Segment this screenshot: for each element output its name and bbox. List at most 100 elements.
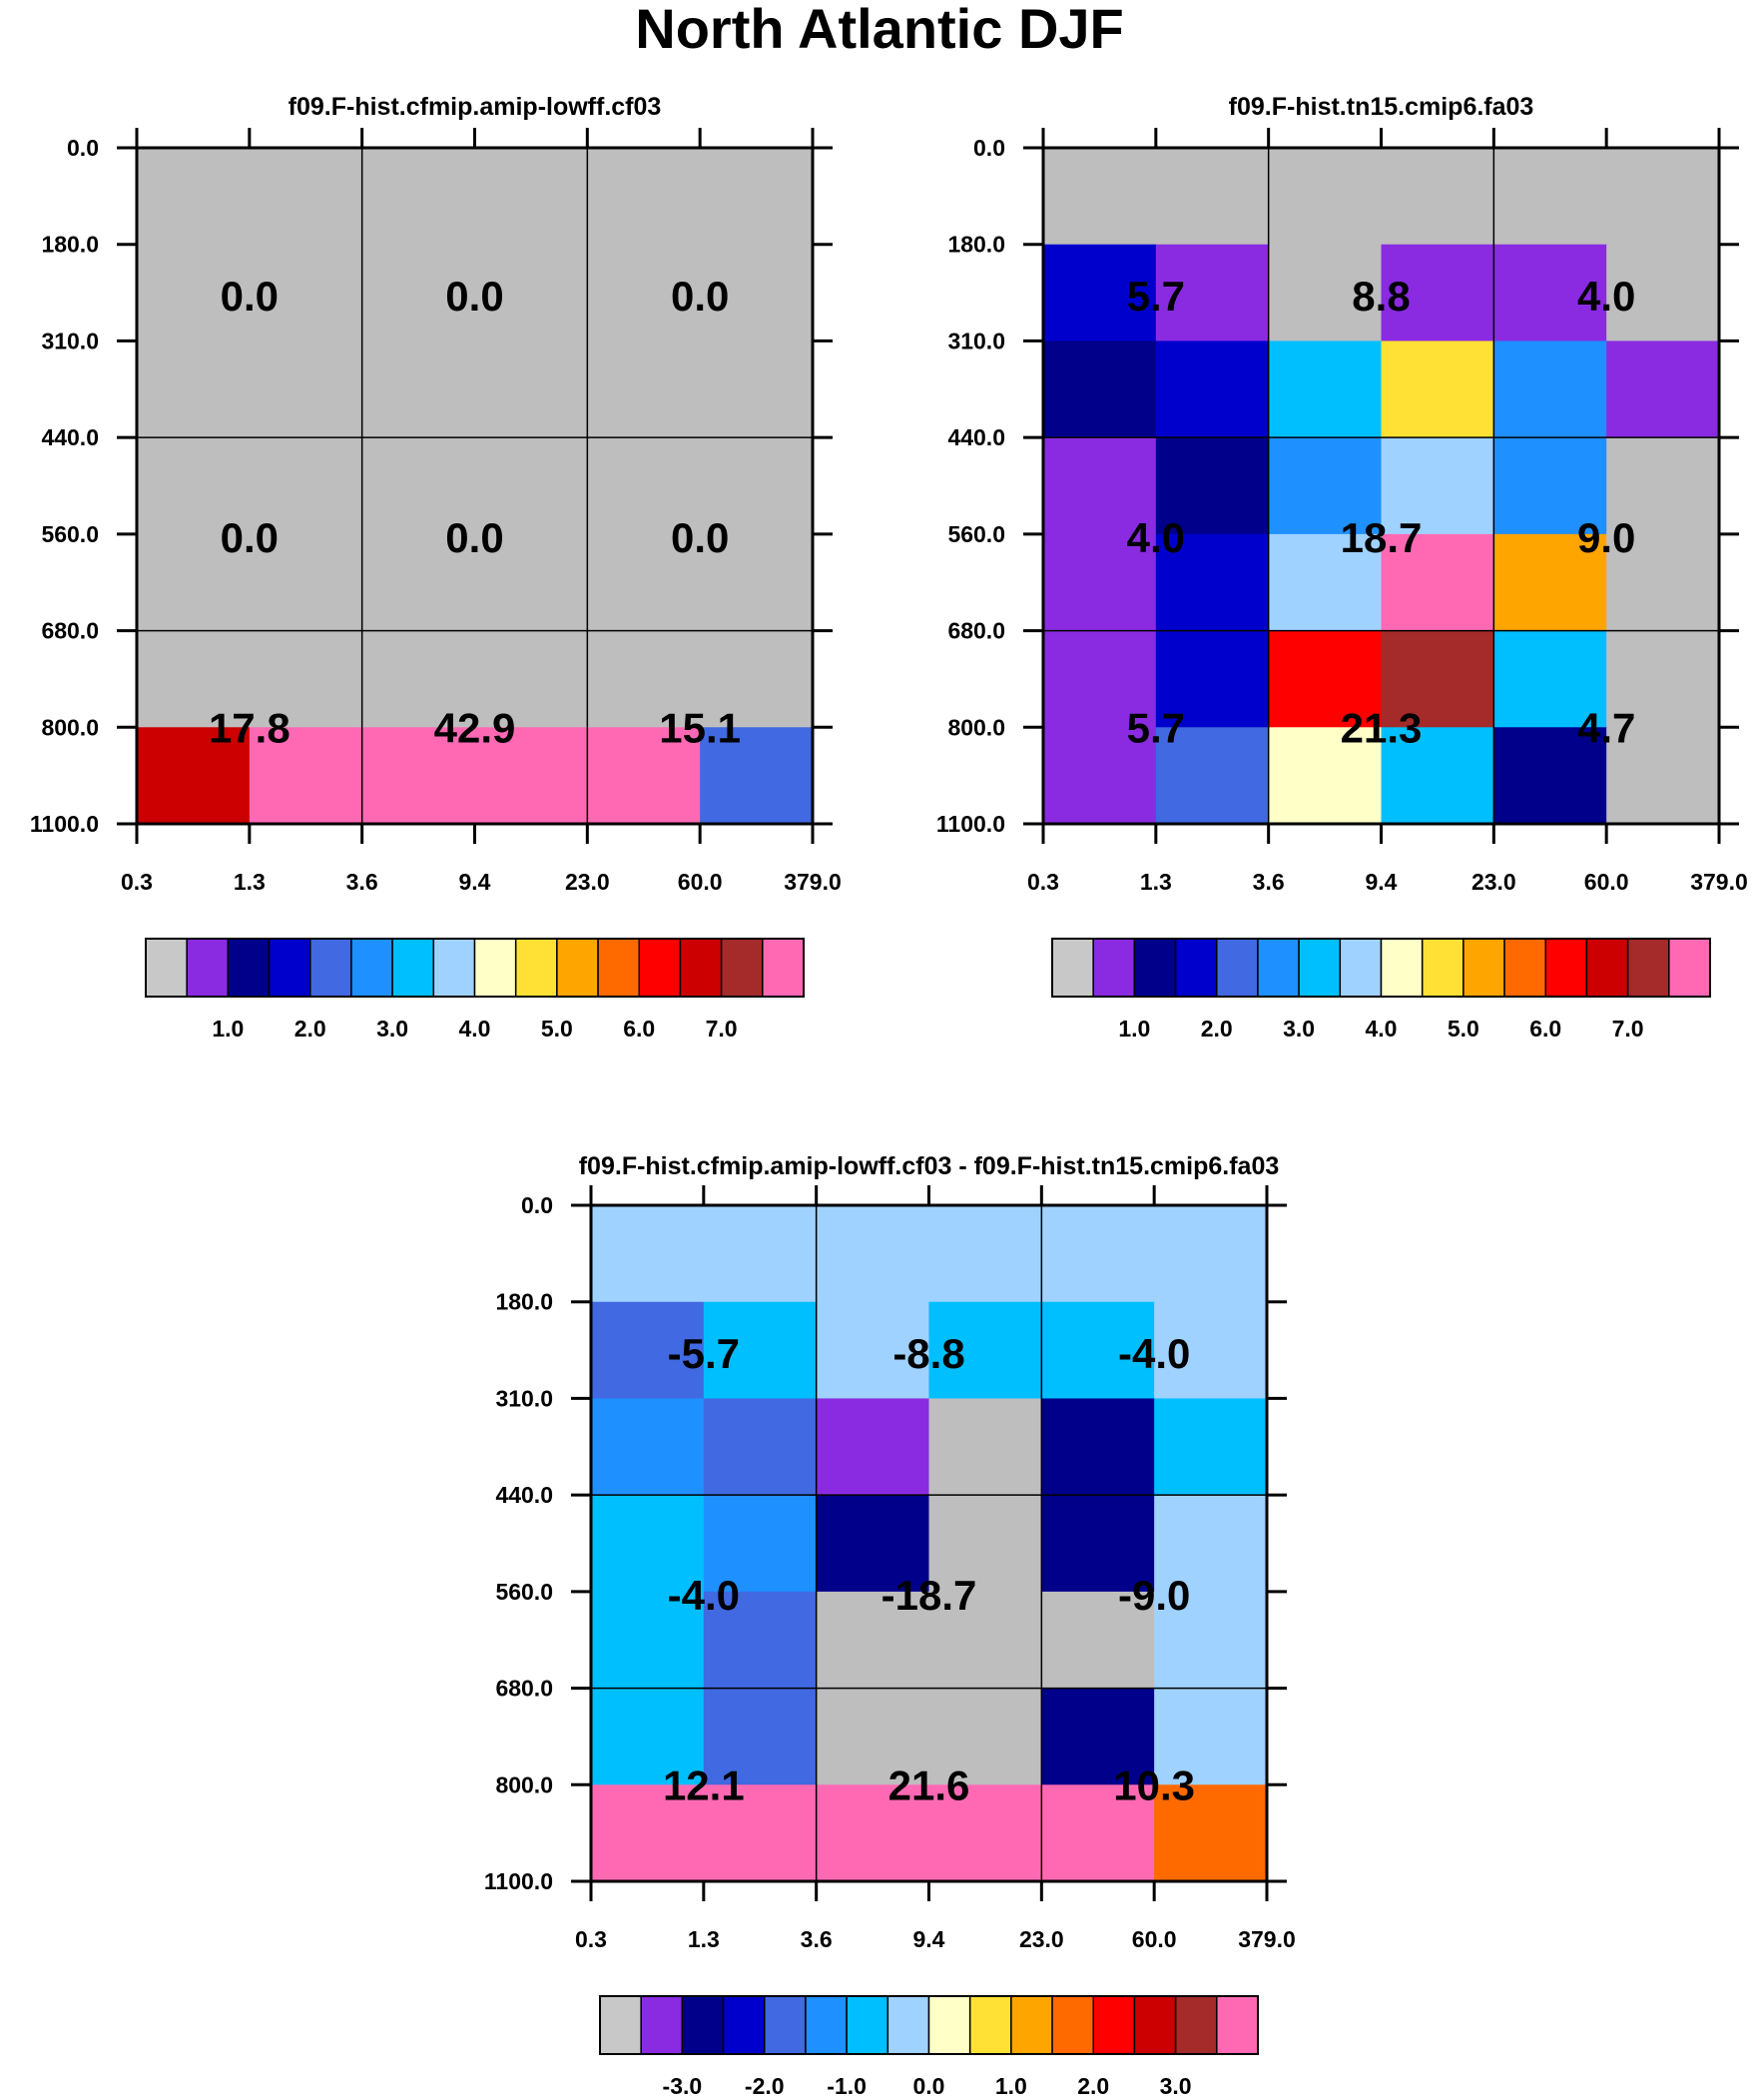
heatmap-cell (1155, 437, 1270, 535)
y-tick-label: 680.0 (947, 618, 1005, 644)
heatmap-cell (137, 630, 251, 728)
colorbar-box (473, 938, 517, 998)
block-value-label: 15.1 (659, 704, 741, 751)
heatmap-cell (703, 1591, 818, 1690)
heatmap-cell (703, 1205, 818, 1303)
x-tick-label: 379.0 (1238, 1926, 1296, 1952)
colorbar-box (1503, 938, 1546, 998)
colorbar-box (599, 1995, 642, 2055)
heatmap-cell (587, 244, 701, 343)
colorbar-box (764, 1995, 807, 2055)
heatmap-cell (1606, 148, 1720, 246)
y-tick-label: 800.0 (41, 714, 99, 740)
main-title: North Atlantic DJF (635, 0, 1123, 60)
colorbar-box (227, 938, 271, 998)
y-tick-label: 180.0 (41, 232, 99, 258)
x-tick-label: 9.4 (459, 869, 491, 895)
colorbar-label: -3.0 (663, 2073, 703, 2099)
colorbar-frame (145, 938, 805, 998)
block-value-label: 21.6 (888, 1761, 970, 1808)
block-value-label: 5.7 (1127, 273, 1185, 320)
colorbar-label: 3.0 (376, 1016, 408, 1042)
colorbar-label: 0.0 (913, 2073, 945, 2099)
block-value-label: 4.0 (1577, 273, 1635, 320)
x-tick-label: 1.3 (234, 869, 266, 895)
block-value-label: -8.8 (892, 1330, 964, 1377)
colorbar-label: 1.0 (212, 1016, 244, 1042)
colorbar-box (1216, 1995, 1259, 2055)
heatmap-cell (703, 1784, 818, 1882)
colorbar-box (640, 1995, 684, 2055)
heatmap-cell (474, 244, 588, 343)
y-tick-label: 0.0 (973, 135, 1005, 161)
block-value-label: 0.0 (445, 273, 503, 320)
heatmap-cell (700, 727, 814, 825)
colorbar-label: 6.0 (1529, 1016, 1561, 1042)
heatmap-cell (1493, 630, 1607, 728)
heatmap-cell (1043, 533, 1157, 632)
y-tick-label: 560.0 (947, 521, 1005, 547)
heatmap-cell (1606, 533, 1720, 632)
y-tick-label: 560.0 (41, 521, 99, 547)
heatmap-cell (361, 533, 476, 632)
heatmap-cell (700, 437, 814, 535)
heatmap-cell (816, 1205, 930, 1303)
heatmap-cell (137, 244, 251, 343)
heatmap-cell (700, 244, 814, 343)
heatmap-cell (1155, 148, 1270, 246)
heatmap-cell (703, 1688, 818, 1785)
heatmap-cell (1043, 244, 1157, 343)
heatmap-cell (700, 533, 814, 632)
colorbar-box (1668, 938, 1711, 998)
panel-title: f09.F-hist.cfmip.amip-lowff.cf03 (289, 93, 662, 121)
colorbar-box (145, 938, 188, 998)
heatmap-cell (1268, 244, 1383, 343)
x-tick-label: 23.0 (1019, 1926, 1064, 1952)
heatmap-cell (1155, 630, 1270, 728)
heatmap-cell (1381, 630, 1494, 728)
heatmap-cell (1041, 1301, 1155, 1400)
panels: f09.F-hist.cfmip.amip-lowff.cf03 0.0 180.0… (30, 93, 1748, 2099)
block-value-label: 18.7 (1341, 514, 1423, 561)
heatmap-cell (1606, 244, 1720, 343)
colorbar-box (1174, 938, 1218, 998)
colorbar-box (1051, 938, 1094, 998)
chart-panel-1: f09.F-hist.cfmip.amip-lowff.cf03 0.0 180.0… (30, 93, 842, 1042)
heatmap-cell (928, 1784, 1042, 1882)
heatmap-cell (137, 727, 251, 825)
heatmap-cell (249, 244, 363, 343)
heatmap-cell (1154, 1205, 1268, 1303)
colorbar-box (186, 938, 230, 998)
heatmap-cell (249, 727, 363, 825)
heatmap-cell (361, 630, 476, 728)
colorbar-box (805, 1995, 848, 2055)
heatmap-cell (137, 148, 251, 246)
x-tick-label: 60.0 (1584, 869, 1629, 895)
heatmap-cell (249, 630, 363, 728)
heatmap-cell (1041, 1784, 1155, 1882)
heatmap-cell (249, 437, 363, 535)
block-value-label: 5.7 (1127, 704, 1185, 751)
heatmap-cell (1154, 1784, 1268, 1882)
y-tick-label: 1100.0 (936, 811, 1005, 837)
heatmap-cell (361, 148, 476, 246)
heatmap-cell (474, 630, 588, 728)
colorbar-box (556, 938, 599, 998)
y-tick-label: 800.0 (495, 1771, 553, 1797)
colorbar-box (1544, 938, 1588, 998)
block-value-label: 0.0 (221, 514, 279, 561)
colorbar-box (846, 1995, 889, 2055)
block-value-label: -4.0 (1118, 1330, 1190, 1377)
x-tick-label: 379.0 (784, 869, 842, 895)
heatmap-cell (1154, 1495, 1268, 1593)
heatmap-cell (474, 437, 588, 535)
x-tick-label: 0.3 (121, 869, 153, 895)
heatmap-cell (1606, 437, 1720, 535)
heatmap-cell (1041, 1591, 1155, 1690)
heatmap-cell (928, 1301, 1042, 1400)
x-tick-label: 60.0 (678, 869, 723, 895)
heatmap-cell (474, 533, 588, 632)
y-tick-label: 680.0 (495, 1676, 553, 1702)
colorbar-label: 5.0 (1448, 1016, 1479, 1042)
heatmap-cell (700, 341, 814, 438)
